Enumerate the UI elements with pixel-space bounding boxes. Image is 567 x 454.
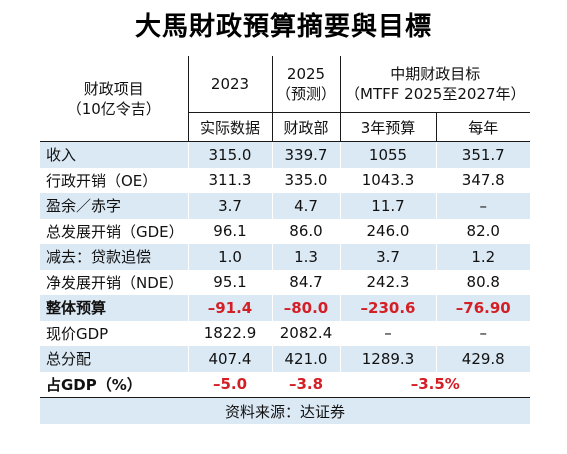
cell-annual: –76.90 <box>436 295 531 321</box>
table-row: 收入 315.0 339.7 1055 351.7 <box>40 141 531 168</box>
cell-2023: 1.0 <box>188 244 273 270</box>
row-label: 净发展开销（NDE） <box>40 269 189 295</box>
source-note: 资料来源：达证券 <box>40 397 531 424</box>
row-label: 整体预算 <box>40 295 189 321</box>
cell-annual: 429.8 <box>436 346 531 372</box>
cell-2023: 1822.9 <box>188 320 273 346</box>
cell-3yr: 242.3 <box>340 269 437 295</box>
subheader-3yr: 3年预算 <box>340 112 437 142</box>
cell-annual: 351.7 <box>436 141 531 168</box>
budget-table: 财政项目 （10亿令吉） 2023 2025 （预测） 中期财政目标 （MTFF… <box>40 56 531 424</box>
cell-2025: 1.3 <box>272 244 341 270</box>
row-label: 减去：贷款追偿 <box>40 244 189 270</box>
cell-3yr: 246.0 <box>340 218 437 244</box>
row-label: 收入 <box>40 141 189 168</box>
header-mtff: 中期财政目标 （MTFF 2025至2027年） <box>340 56 531 113</box>
header-2025: 2025 （预测） <box>272 56 341 113</box>
header-2025-note: （预测） <box>275 85 336 103</box>
row-label: 现价GDP <box>40 320 189 346</box>
cell-2023: 3.7 <box>188 193 273 219</box>
cell-annual: – <box>436 193 531 219</box>
header-item-label: 财政项目 （10亿令吉） <box>40 56 189 142</box>
cell-3yr: 3.7 <box>340 244 437 270</box>
table-row: 减去：贷款追偿 1.0 1.3 3.7 1.2 <box>40 244 531 270</box>
cell-2025: 335.0 <box>272 167 341 193</box>
cell-2023: 311.3 <box>188 167 273 193</box>
cell-2023: 96.1 <box>188 218 273 244</box>
cell-2025: 4.7 <box>272 193 341 219</box>
table-row: 整体预算 –91.4 –80.0 –230.6 –76.90 <box>40 295 531 321</box>
row-label: 行政开销（OE） <box>40 167 189 193</box>
cell-annual: – <box>436 320 531 346</box>
cell-annual: 82.0 <box>436 218 531 244</box>
cell-annual: 80.8 <box>436 269 531 295</box>
cell-2025: –80.0 <box>272 295 341 321</box>
cell-3yr: –230.6 <box>340 295 437 321</box>
row-label: 总发展开销（GDE） <box>40 218 189 244</box>
table-row: 盈余／赤字 3.7 4.7 11.7 – <box>40 193 531 219</box>
cell-2025: 421.0 <box>272 346 341 372</box>
table-row: 总分配 407.4 421.0 1289.3 429.8 <box>40 346 531 372</box>
header-item-line1: 财政项目 <box>83 79 144 98</box>
subheader-row: 实际数据 财政部 3年预算 每年 <box>40 112 531 142</box>
cell-3yr: 1055 <box>340 141 437 168</box>
table-row: 行政开销（OE） 311.3 335.0 1043.3 347.8 <box>40 167 531 193</box>
cell-2025: 86.0 <box>272 218 341 244</box>
header-mtff-line1: 中期财政目标 <box>390 65 481 83</box>
cell-2025: 2082.4 <box>272 320 341 346</box>
row-label: 盈余／赤字 <box>40 193 189 219</box>
row-label: 总分配 <box>40 346 189 372</box>
cell-2023: –91.4 <box>188 295 273 321</box>
cell-2023: 95.1 <box>188 269 273 295</box>
subheader-annual: 每年 <box>436 112 531 142</box>
source-row: 资料来源：达证券 <box>40 397 531 424</box>
table-row: 总发展开销（GDE） 96.1 86.0 246.0 82.0 <box>40 218 531 244</box>
header-item-line2: （10亿令吉） <box>66 99 161 118</box>
cell-2023: 315.0 <box>188 141 273 168</box>
cell-annual: 347.8 <box>436 167 531 193</box>
table-row: 占GDP（%） –5.0 –3.8 –3.5% <box>40 371 531 398</box>
subheader-actual: 实际数据 <box>188 112 273 142</box>
cell-annual: 1.2 <box>436 244 531 270</box>
cell-2023: –5.0 <box>188 371 273 398</box>
subheader-ministry: 财政部 <box>272 112 341 142</box>
table-row: 现价GDP 1822.9 2082.4 – – <box>40 320 531 346</box>
cell-3yr: 11.7 <box>340 193 437 219</box>
header-mtff-line2: （MTFF 2025至2027年） <box>345 85 526 103</box>
cell-3yr: 1043.3 <box>340 167 437 193</box>
header-2023: 2023 <box>188 56 273 113</box>
cell-mtff: –3.5% <box>340 371 531 398</box>
cell-2025: 339.7 <box>272 141 341 168</box>
cell-2023: 407.4 <box>188 346 273 372</box>
header-row: 财政项目 （10亿令吉） 2023 2025 （预测） 中期财政目标 （MTFF… <box>40 56 531 142</box>
row-label: 占GDP（%） <box>40 371 189 398</box>
cell-3yr: 1289.3 <box>340 346 437 372</box>
cell-3yr: – <box>340 320 437 346</box>
page-title: 大馬財政預算摘要與目標 <box>134 12 432 42</box>
table-row: 净发展开销（NDE） 95.1 84.7 242.3 80.8 <box>40 269 531 295</box>
header-2025-year: 2025 <box>286 65 326 83</box>
cell-2025: –3.8 <box>272 371 341 398</box>
cell-2025: 84.7 <box>272 269 341 295</box>
